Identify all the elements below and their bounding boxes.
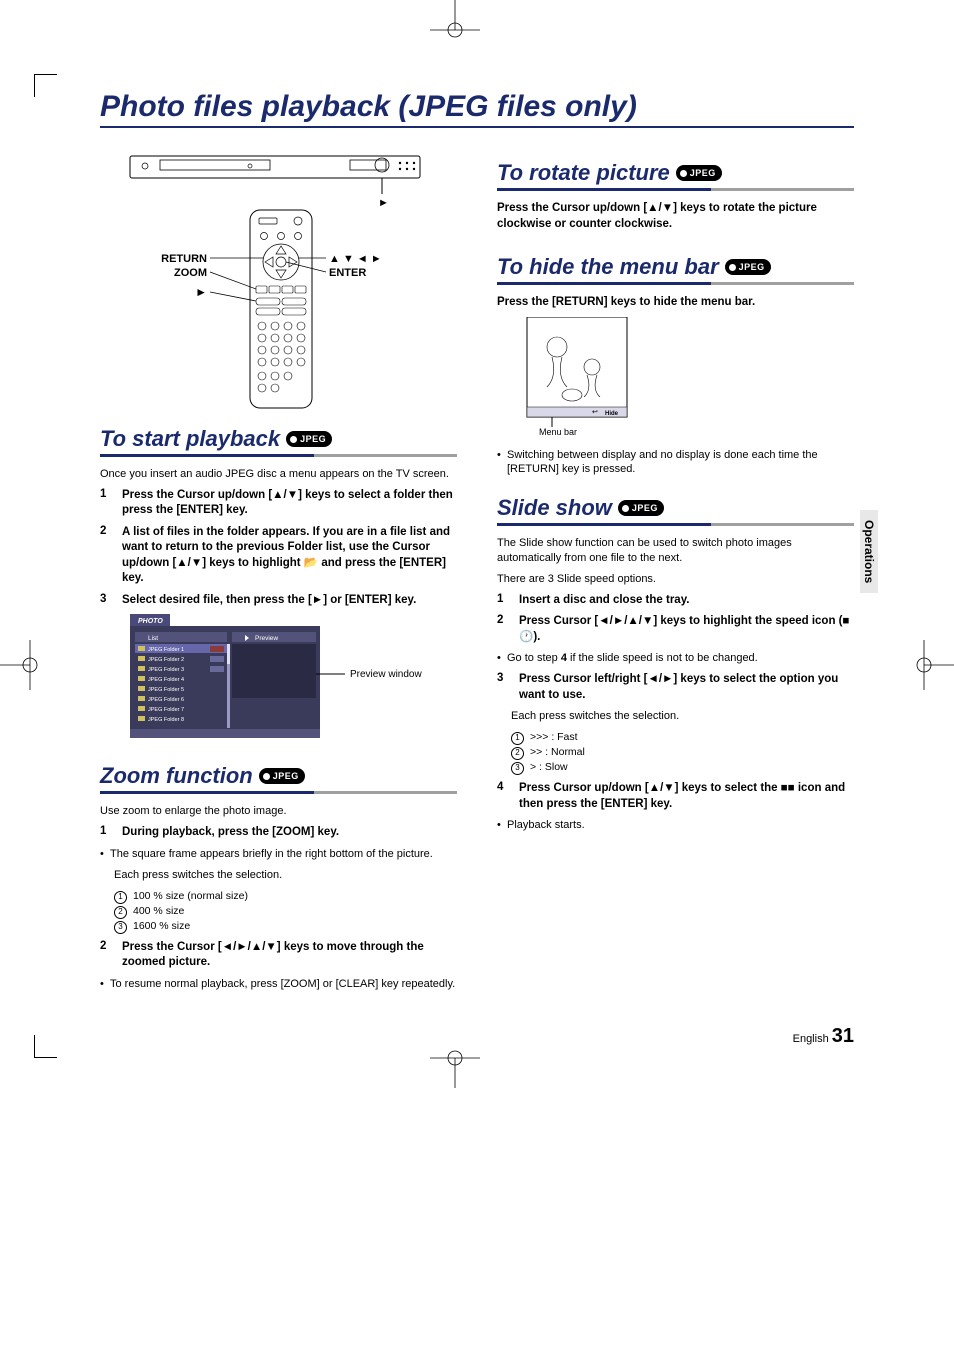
slide-step-1: Insert a disc and close the tray. xyxy=(519,593,689,609)
svg-text:JPEG Folder 2: JPEG Folder 2 xyxy=(148,657,184,663)
zoom-intro: Use zoom to enlarge the photo image. xyxy=(100,804,457,819)
hide-note: Switching between display and no display… xyxy=(497,448,854,478)
hide-body: Press the [RETURN] keys to hide the menu… xyxy=(497,295,854,311)
zoom-note-1: The square frame appears briefly in the … xyxy=(100,847,457,862)
svg-text:JPEG Folder 4: JPEG Folder 4 xyxy=(148,677,184,683)
rule xyxy=(497,188,854,191)
crop-mark-bottom xyxy=(430,1048,480,1088)
crop-mark xyxy=(34,1035,57,1058)
section-zoom-heading: Zoom function JPEG xyxy=(100,763,457,789)
page-footer: English 31 xyxy=(100,1025,854,1048)
hide-screenshot: Hide ↩ Menu bar xyxy=(497,317,854,442)
slide-step-4: Press Cursor up/down [▲/▼] keys to selec… xyxy=(519,781,854,812)
svg-text:JPEG Folder 6: JPEG Folder 6 xyxy=(148,697,184,703)
zoom-options: 1100 % size (normal size) 2400 % size 31… xyxy=(114,889,457,934)
jpeg-badge: JPEG xyxy=(259,768,305,784)
photo-menu-screenshot: PHOTO List Preview JPEG Folder 1 JPEG Fo… xyxy=(100,614,457,749)
rule xyxy=(497,282,854,285)
svg-text:JPEG Folder 7: JPEG Folder 7 xyxy=(148,707,184,713)
svg-text:JPEG Folder 3: JPEG Folder 3 xyxy=(148,667,184,673)
section-tab: Operations xyxy=(860,510,878,593)
svg-text:▲ ▼ ◄ ►: ▲ ▼ ◄ ► xyxy=(329,253,382,265)
rule xyxy=(100,791,457,794)
slide-options: 1>>> : Fast 2>> : Normal 3> : Slow xyxy=(511,730,854,775)
svg-text:PHOTO: PHOTO xyxy=(138,618,163,625)
crop-mark-top xyxy=(430,0,480,40)
rule xyxy=(100,454,457,457)
svg-text:Menu bar: Menu bar xyxy=(539,427,577,437)
start-step-1: Press the Cursor up/down [▲/▼] keys to s… xyxy=(122,488,457,519)
zoom-switch-label: Each press switches the selection. xyxy=(114,868,457,883)
jpeg-badge: JPEG xyxy=(286,431,332,447)
start-intro: Once you insert an audio JPEG disc a men… xyxy=(100,467,457,482)
rule xyxy=(497,523,854,526)
jpeg-badge: JPEG xyxy=(725,259,771,275)
slide-note-after-2: Go to step 4 if the slide speed is not t… xyxy=(497,651,854,666)
svg-text:↩: ↩ xyxy=(592,409,598,416)
slide-step-2: Press Cursor [◄/►/▲/▼] keys to highlight… xyxy=(519,614,854,645)
slide-note-after-4: Playback starts. xyxy=(497,818,854,833)
start-step-3: Select desired file, then press the [►] … xyxy=(122,593,416,609)
svg-text:RETURN: RETURN xyxy=(161,253,207,265)
slide-intro-2: There are 3 Slide speed options. xyxy=(497,572,854,587)
slide-intro-1: The Slide show function can be used to s… xyxy=(497,536,854,566)
svg-text:►: ► xyxy=(378,197,389,209)
crop-mark-right xyxy=(914,640,954,690)
svg-text:JPEG Folder 1: JPEG Folder 1 xyxy=(148,647,184,653)
svg-text:Preview window: Preview window xyxy=(350,669,422,680)
device-diagram: ► xyxy=(100,152,457,412)
section-slide-heading: Slide show JPEG xyxy=(497,495,854,521)
section-start-heading: To start playback JPEG xyxy=(100,426,457,452)
svg-text:ENTER: ENTER xyxy=(329,267,366,279)
slide-step-3: Press Cursor left/right [◄/►] keys to se… xyxy=(519,672,854,703)
rotate-body: Press the Cursor up/down [▲/▼] keys to r… xyxy=(497,201,854,232)
svg-text:►: ► xyxy=(195,285,207,299)
start-step-2: A list of files in the folder appears. I… xyxy=(122,525,457,587)
jpeg-badge: JPEG xyxy=(676,165,722,181)
crop-mark xyxy=(34,74,57,97)
svg-text:JPEG Folder 8: JPEG Folder 8 xyxy=(148,717,184,723)
zoom-note-2: To resume normal playback, press [ZOOM] … xyxy=(100,977,457,992)
crop-mark-left xyxy=(0,640,40,690)
zoom-step-2: Press the Cursor [◄/►/▲/▼] keys to move … xyxy=(122,940,457,971)
jpeg-badge: JPEG xyxy=(618,500,664,516)
section-hide-heading: To hide the menu bar JPEG xyxy=(497,254,854,280)
svg-text:Hide: Hide xyxy=(605,411,619,417)
svg-text:ZOOM: ZOOM xyxy=(174,267,207,279)
svg-text:List: List xyxy=(148,635,158,642)
svg-text:Preview: Preview xyxy=(255,635,278,642)
section-rotate-heading: To rotate picture JPEG xyxy=(497,160,854,186)
zoom-step-1: During playback, press the [ZOOM] key. xyxy=(122,825,339,841)
page-title: Photo files playback (JPEG files only) xyxy=(100,90,854,128)
svg-text:JPEG Folder 5: JPEG Folder 5 xyxy=(148,687,184,693)
slide-switch-label: Each press switches the selection. xyxy=(511,709,854,724)
